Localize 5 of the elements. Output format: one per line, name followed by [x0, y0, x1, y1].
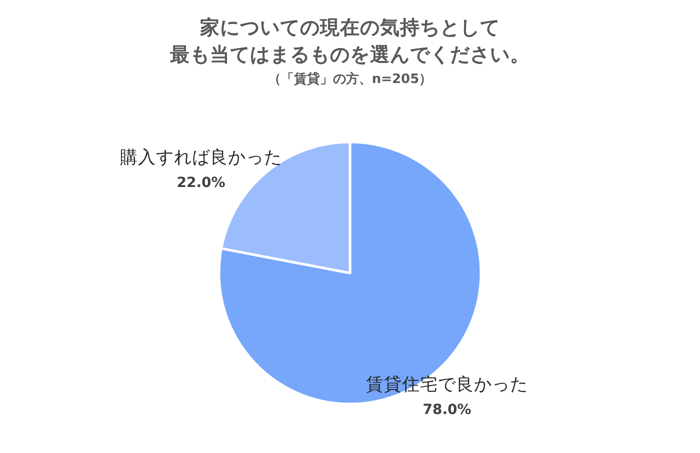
data-label: 78.0%: [422, 402, 472, 418]
chart-subtitle: （「賃貸」の方、n=205）: [268, 71, 432, 87]
data-label: 22.0%: [176, 175, 226, 191]
slice-label: 購入すれば良かった: [120, 147, 282, 168]
chart-title: 家についての現在の気持ちとして最も当てはまるものを選んでください。: [169, 16, 530, 66]
